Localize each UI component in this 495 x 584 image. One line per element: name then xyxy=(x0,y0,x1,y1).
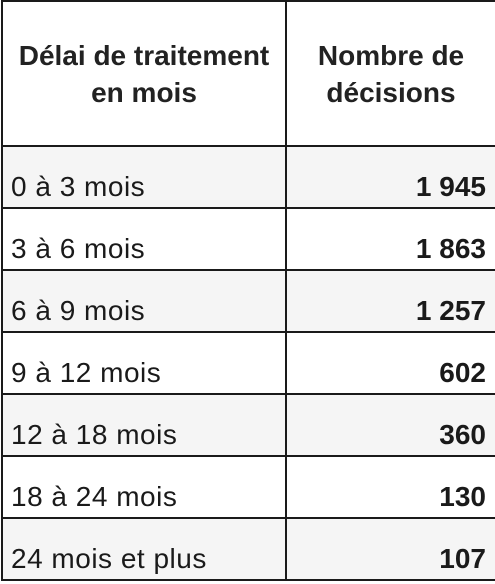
row-label: 12 à 18 mois xyxy=(1,393,287,457)
table-row: 12 à 18 mois 360 xyxy=(1,393,495,457)
row-value: 1 945 xyxy=(285,145,495,209)
row-label: 9 à 12 mois xyxy=(1,331,287,395)
row-value: 1 257 xyxy=(285,269,495,333)
row-value: 360 xyxy=(285,393,495,457)
row-label: 3 à 6 mois xyxy=(1,207,287,271)
row-label: 18 à 24 mois xyxy=(1,455,287,519)
row-label: 24 mois et plus xyxy=(1,517,287,581)
table-row: 0 à 3 mois 1 945 xyxy=(1,145,495,209)
header-delay: Délai de traitement en mois xyxy=(1,0,287,147)
row-value: 602 xyxy=(285,331,495,395)
row-label: 6 à 9 mois xyxy=(1,269,287,333)
row-value: 130 xyxy=(285,455,495,519)
row-value: 107 xyxy=(285,517,495,581)
table-row: 3 à 6 mois 1 863 xyxy=(1,207,495,271)
table-row: 9 à 12 mois 602 xyxy=(1,331,495,395)
row-label: 0 à 3 mois xyxy=(1,145,287,209)
table-row: 18 à 24 mois 130 xyxy=(1,455,495,519)
header-row: Délai de traitement en mois Nombre de dé… xyxy=(1,0,495,147)
table-row: 24 mois et plus 107 xyxy=(1,517,495,581)
table-body: 0 à 3 mois 1 945 3 à 6 mois 1 863 6 à 9 … xyxy=(1,145,495,581)
table-row: 6 à 9 mois 1 257 xyxy=(1,269,495,333)
row-value: 1 863 xyxy=(285,207,495,271)
table-header: Délai de traitement en mois Nombre de dé… xyxy=(1,0,495,147)
header-count: Nombre de décisions xyxy=(285,0,495,147)
